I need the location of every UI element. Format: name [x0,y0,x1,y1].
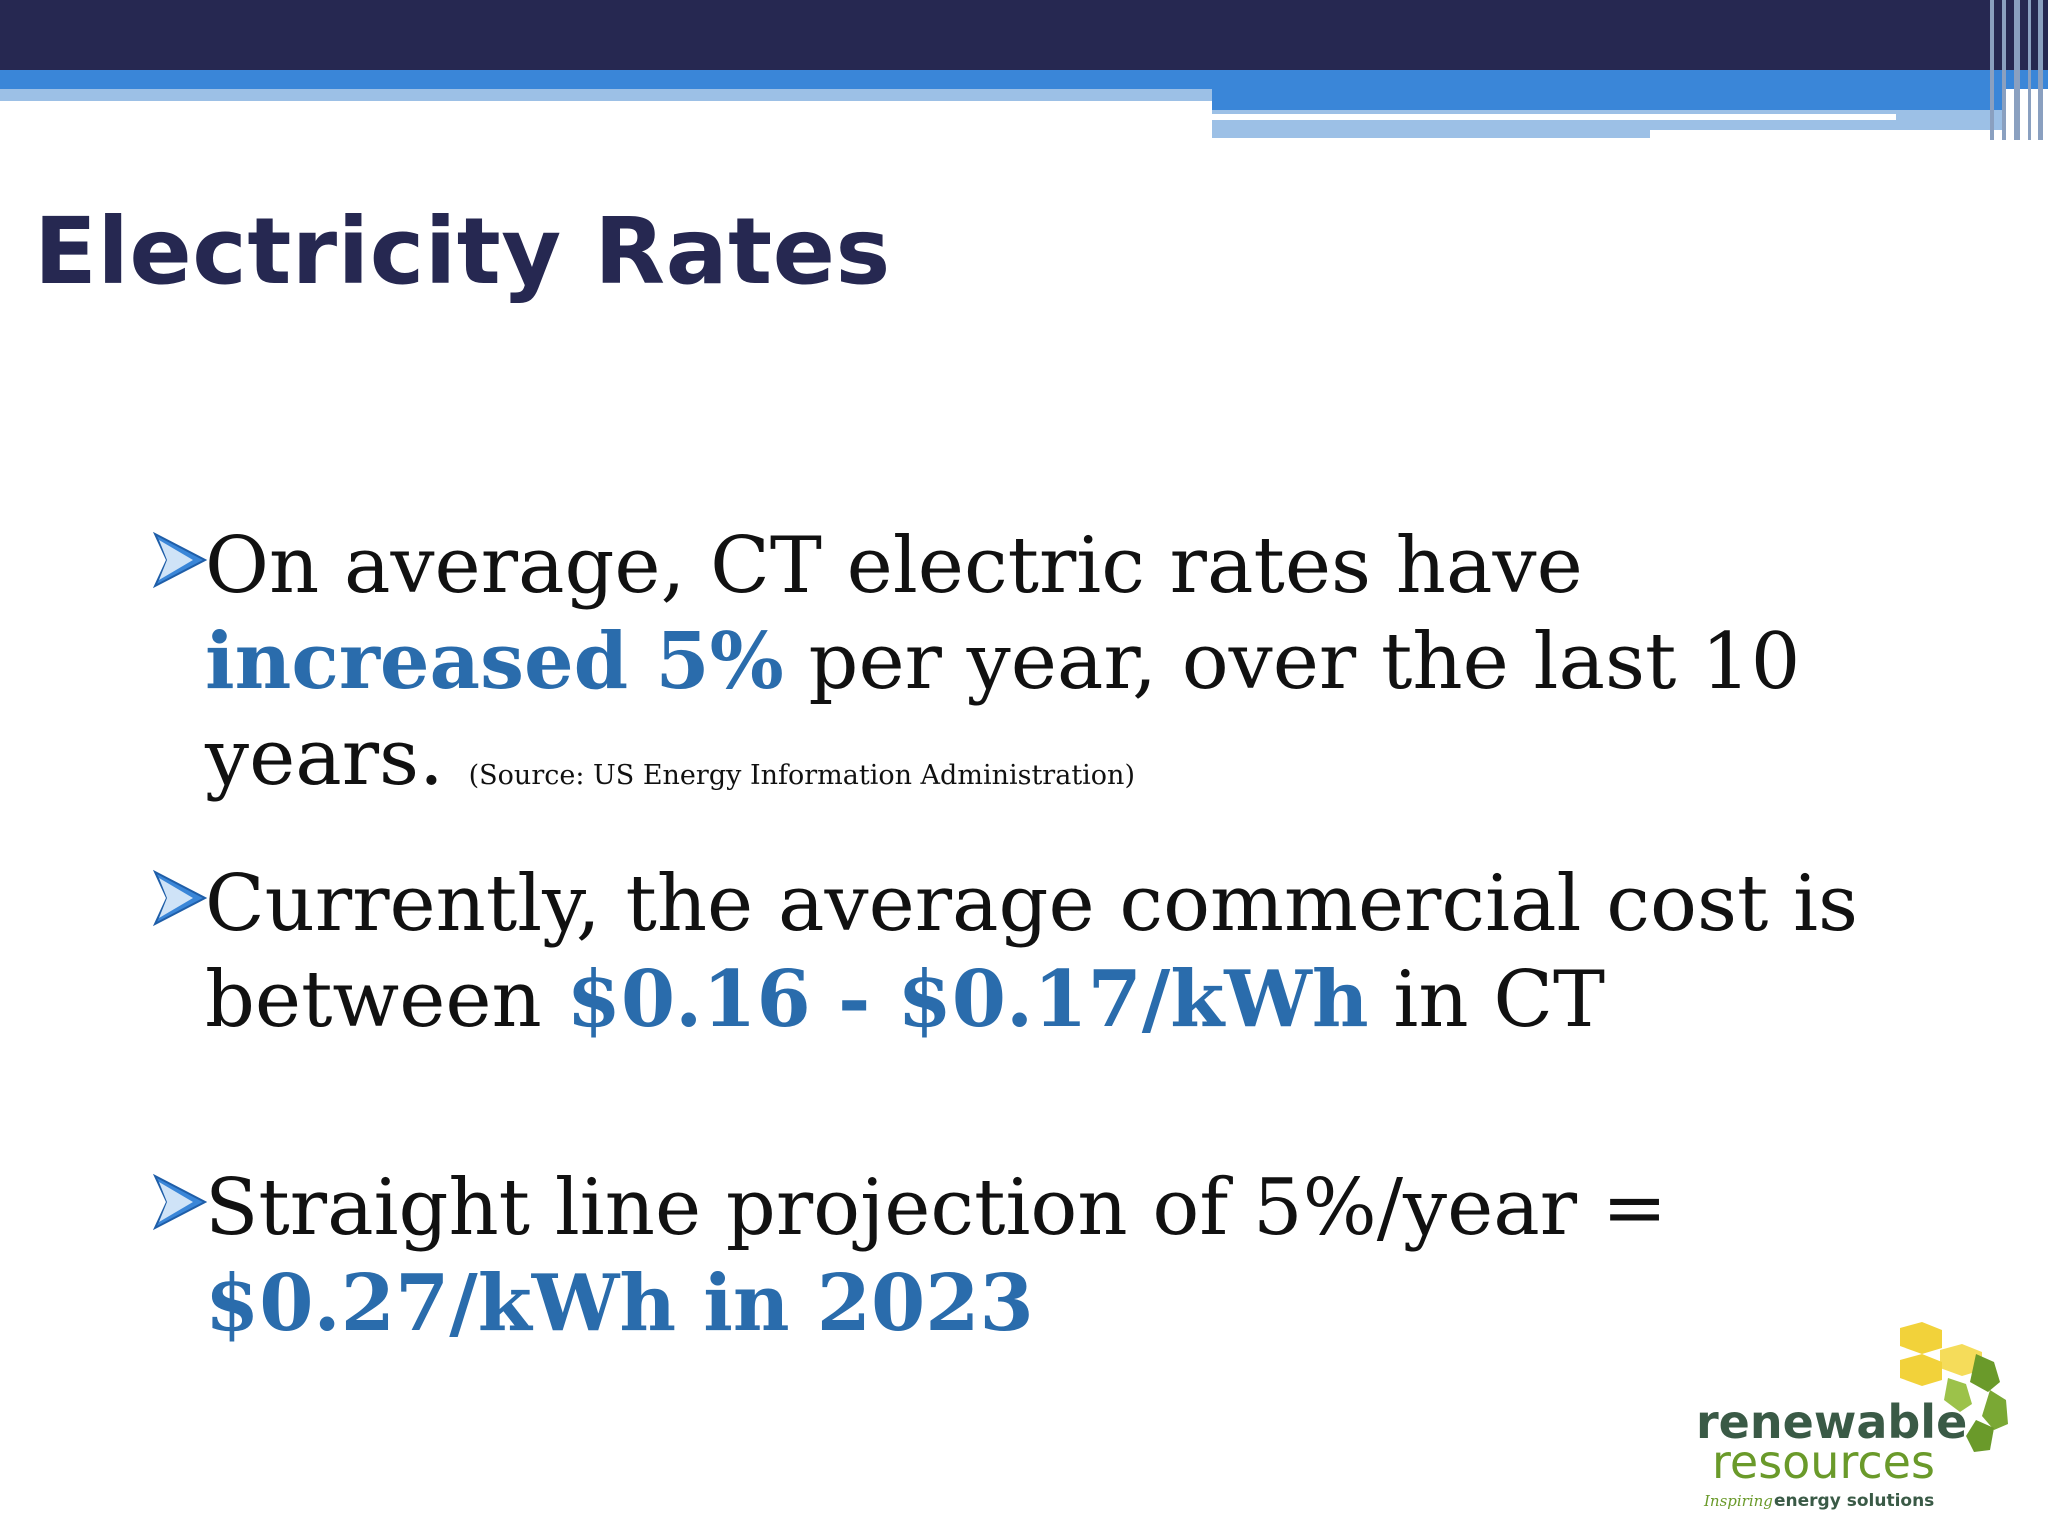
source-citation: (Source: US Energy Information Administr… [468,760,1135,791]
header-right-white-line [1212,114,1896,120]
logo-text-line2: resources [1712,1435,1935,1489]
header-banner [0,0,2048,145]
bullet-item-projection: Straight line projection of 5%/year = $0… [153,1160,1905,1352]
header-stripe [2002,0,2006,140]
bullet-text: Currently, the average commercial cost i… [205,859,1859,1045]
renewable-resources-logo: renewable resources Inspiring energy sol… [1696,1322,2008,1511]
header-right-white-line-2 [1650,130,2002,138]
bullet-highlight: increased 5% [205,616,784,707]
logo-tagline-script: Inspiring [1703,1492,1773,1510]
header-stripe [2038,0,2043,140]
bullet-text: Straight line projection of 5%/year = [205,1163,1668,1253]
header-stripe [2028,0,2031,140]
header-right-blue-band [1212,89,2002,110]
bullet-arrow-icon [153,531,207,589]
bullet-arrow-icon [153,869,207,927]
header-navy-band [0,0,2048,70]
bullet-item-current-cost: Currently, the average commercial cost i… [153,856,1905,1048]
bullet-highlight: $0.16 - $0.17/kWh [566,954,1369,1045]
header-blue-band [0,70,2048,89]
header-light-band [0,89,1212,101]
bullet-arrow-icon [153,1173,207,1231]
bullet-item-rate-increase: On average, CT electric rates have incre… [153,518,1905,806]
bullet-text: On average, CT electric rates have [205,521,1583,611]
header-stripe [2014,0,2020,140]
header-stripe [1990,0,1994,140]
bullet-text: per year, over the last 10 years. [205,617,1801,803]
logo-tagline: energy solutions [1774,1491,1934,1511]
slide-title: Electricity Rates [34,198,891,305]
bullet-text: in CT [1368,955,1606,1045]
bullet-highlight: $0.27/kWh in 2023 [205,1258,1034,1349]
logo-hexagon-mark [1900,1322,2008,1452]
logo-text-line1: renewable [1696,1395,1967,1449]
